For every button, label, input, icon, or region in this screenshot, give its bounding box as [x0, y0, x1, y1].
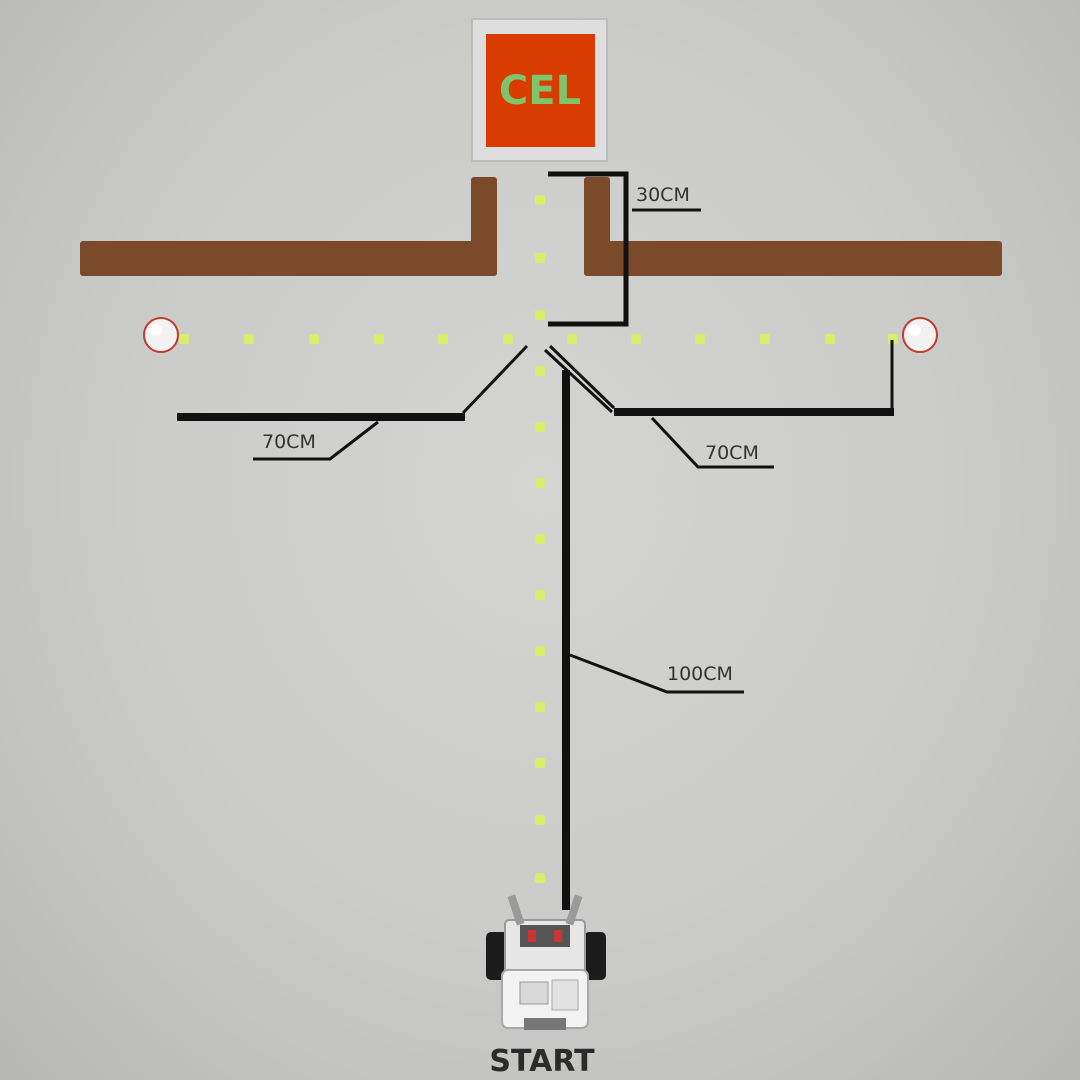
path-dot-horizontal — [631, 334, 641, 344]
label-30cm: 30CM — [636, 184, 690, 206]
path-dot-vertical — [535, 422, 545, 432]
path-dot-vertical — [535, 873, 545, 883]
leader-left-label — [253, 420, 379, 461]
robot-right-wheel — [584, 932, 606, 980]
leader-left-diagonal — [461, 344, 529, 415]
left-wall-post — [471, 177, 497, 276]
goal-label: CEL — [499, 68, 581, 114]
path-dot-vertical — [535, 815, 545, 825]
path-dot-vertical — [535, 590, 545, 600]
dimension-bracket-30 — [548, 171, 629, 327]
path-dot-top — [535, 195, 545, 205]
path-dot-horizontal — [825, 334, 835, 344]
leader-main-label — [569, 653, 744, 694]
leader-right-diagonal-b — [543, 348, 614, 414]
dimension-right-70cm: 70CM — [543, 340, 894, 469]
dimension-30cm: 30CM — [548, 171, 701, 327]
right-wall-post — [584, 177, 610, 276]
walls — [80, 177, 1002, 276]
path-dots — [179, 195, 898, 883]
start-label: START — [489, 1044, 595, 1079]
path-dot-horizontal — [695, 334, 705, 344]
robot-screen — [519, 981, 549, 1005]
label-100cm: 100CM — [667, 663, 733, 685]
goal-fill — [486, 34, 595, 147]
path-dot-horizontal — [438, 334, 448, 344]
goal-box: CEL — [471, 18, 608, 162]
path-dot-horizontal — [503, 334, 513, 344]
path-dot-vertical — [535, 478, 545, 488]
robot-left-wheel — [486, 932, 508, 980]
label-right-70cm: 70CM — [705, 442, 759, 464]
path-dot-horizontal — [244, 334, 254, 344]
path-dot-vertical — [535, 646, 545, 656]
leader-right-label — [650, 416, 774, 469]
path-dot-vertical — [535, 702, 545, 712]
path-dot-top — [535, 310, 545, 320]
right-ball — [902, 317, 938, 353]
left-wall — [80, 241, 497, 276]
path-dot-vertical — [535, 534, 545, 544]
path-dot-horizontal — [374, 334, 384, 344]
leader-right-diagonal-a — [548, 344, 616, 410]
path-dot-horizontal — [760, 334, 770, 344]
left-ball — [143, 317, 179, 353]
right-wall — [584, 241, 1002, 276]
dimension-100cm: 100CM — [562, 370, 744, 910]
path-dot-horizontal — [309, 334, 319, 344]
robot-sensor-mount — [520, 925, 570, 947]
robot — [486, 894, 606, 1030]
path-dot-top — [535, 253, 545, 263]
label-left-70cm: 70CM — [262, 431, 316, 453]
dimension-left-70cm: 70CM — [177, 344, 529, 461]
path-dot-horizontal — [567, 334, 577, 344]
path-dot-vertical — [535, 758, 545, 768]
path-dot-horizontal — [179, 334, 189, 344]
path-dot-vertical — [535, 366, 545, 376]
